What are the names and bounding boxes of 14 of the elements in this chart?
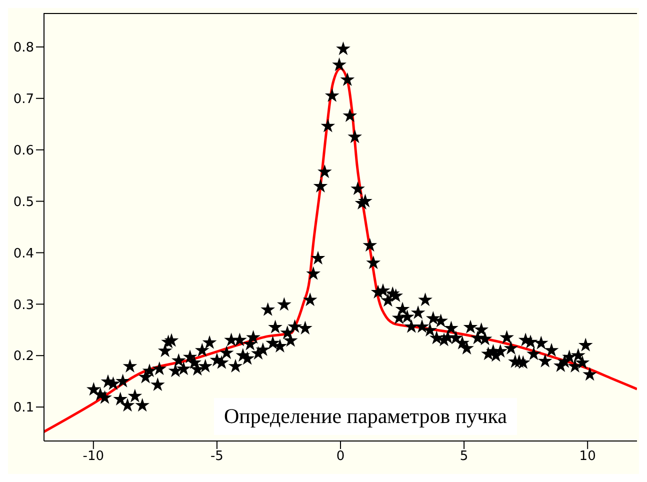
- annotation: Определение параметров пучка: [214, 398, 517, 435]
- x-tick-label: -5: [210, 449, 224, 464]
- y-tick-label: 0.4: [13, 246, 34, 262]
- y-tick-label: 0.8: [13, 40, 34, 56]
- x-tick-label: -10: [82, 449, 104, 464]
- y-tick-label: 0.1: [13, 400, 34, 416]
- y-tick-label: 0.3: [13, 298, 34, 313]
- x-tick-label: 0: [336, 449, 345, 464]
- x-tick-label: 10: [579, 449, 596, 464]
- y-tick-label: 0.2: [13, 349, 34, 364]
- y-tick-label: 0.6: [13, 143, 34, 158]
- y-tick-label: 0.7: [13, 92, 34, 108]
- x-tick-label: 5: [460, 449, 468, 464]
- y-tick-label: 0.5: [13, 194, 34, 210]
